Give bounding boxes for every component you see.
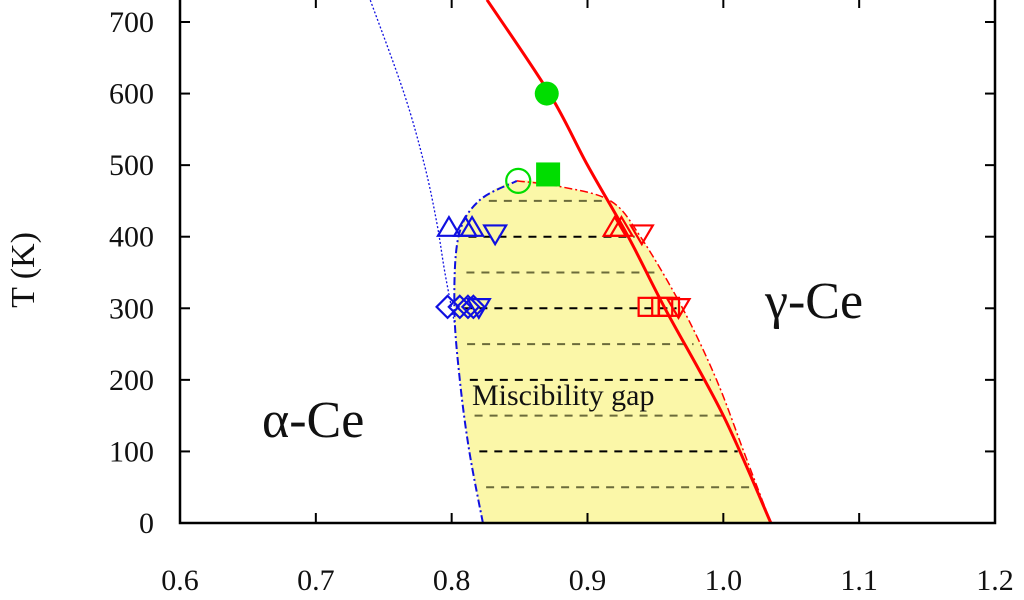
y-tick-label: 200 <box>109 364 154 397</box>
blue-triangle-up-marker <box>436 214 462 237</box>
blue-triangle-down-marker <box>465 298 492 321</box>
y-axis-label: T (K) <box>5 232 42 308</box>
y-tick-label: 500 <box>109 149 154 182</box>
gap-right-boundary <box>516 180 772 524</box>
y-tick-label: 700 <box>109 6 154 39</box>
x-tick-label: 1.1 <box>840 564 878 597</box>
axis-ticks: 0.6 0.7 0.8 0.9 1.0 1.1 1.2 0 100 200 300 400 500 600… <box>109 0 1014 597</box>
data-markers-layer <box>435 81 692 321</box>
miscibility-gap-area <box>454 180 771 523</box>
x-tick-label: 1.0 <box>705 564 743 597</box>
green-filled-square-marker <box>536 162 561 187</box>
x-tick-label: 0.7 <box>297 564 335 597</box>
x-tick-label: 0.9 <box>569 564 607 597</box>
red-square-marker <box>657 296 681 317</box>
miscibility-gap-label: Miscibility gap <box>472 379 655 412</box>
green-filled-circle-marker <box>534 81 559 106</box>
red-triangle-down-marker <box>628 224 655 247</box>
gamma-ce-label: γ-Ce <box>764 273 863 330</box>
blue-diamond-marker <box>460 294 486 320</box>
x-tick-label: 0.8 <box>433 564 471 597</box>
blue-triangle-up-marker <box>459 214 485 237</box>
red-triangle-up-marker <box>608 214 635 237</box>
green-open-circle-marker <box>505 167 532 194</box>
y-tick-label: 300 <box>109 292 154 325</box>
y-tick-label: 400 <box>109 221 154 254</box>
alpha-ce-label: α-Ce <box>262 392 364 449</box>
y-tick-label: 100 <box>109 435 154 468</box>
alpha-phase-boundary-line <box>369 0 456 323</box>
y-tick-label: 600 <box>109 78 154 111</box>
x-tick-label: 1.2 <box>976 564 1014 597</box>
blue-diamond-marker <box>455 294 481 320</box>
blue-diamond-marker <box>435 294 461 320</box>
x-tick-label: 0.6 <box>161 564 199 597</box>
miscibility-gap-layer <box>453 179 772 524</box>
blue-triangle-down-marker <box>482 224 509 247</box>
y-tick-label: 0 <box>139 507 154 540</box>
